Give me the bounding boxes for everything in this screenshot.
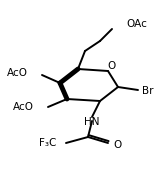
Text: HN: HN: [84, 117, 100, 127]
Text: AcO: AcO: [7, 68, 28, 78]
Text: OAc: OAc: [126, 19, 147, 29]
Text: O: O: [114, 140, 122, 150]
Text: Br: Br: [142, 86, 153, 96]
Text: AcO: AcO: [13, 102, 34, 112]
Text: O: O: [108, 61, 116, 71]
Text: F₃C: F₃C: [39, 138, 56, 148]
